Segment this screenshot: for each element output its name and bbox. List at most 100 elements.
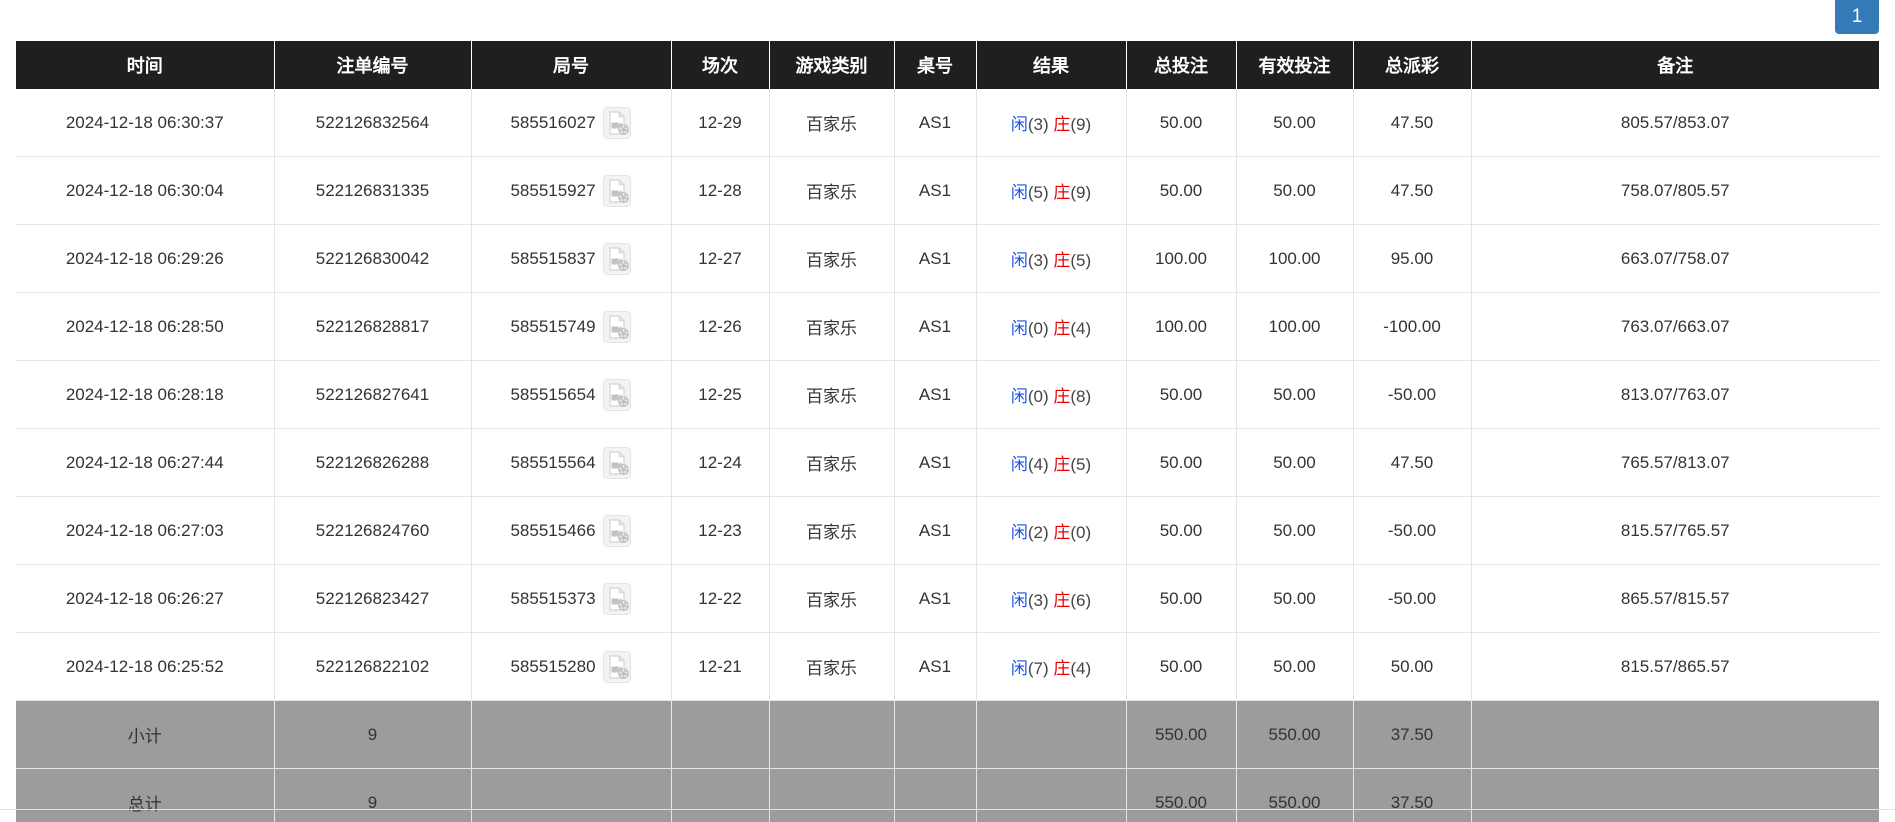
cell-total-bet: 50.00 [1126, 632, 1237, 701]
result-banker-label: 庄 [1053, 659, 1071, 678]
cell-game-type: 百家乐 [769, 496, 895, 565]
cell-game-type: 百家乐 [769, 156, 895, 225]
summary-count: 9 [274, 768, 472, 822]
video-replay-icon[interactable] [602, 310, 632, 344]
cell-valid-bet: 100.00 [1236, 224, 1354, 293]
cell-table-no: AS1 [894, 224, 977, 293]
video-replay-icon[interactable] [602, 514, 632, 548]
cell-remark: 758.07/805.57 [1471, 156, 1879, 225]
summary-result [976, 700, 1127, 769]
summary-total-payout: 37.50 [1353, 768, 1472, 822]
cell-remark: 805.57/853.07 [1471, 89, 1879, 157]
cell-bet-id: 522126831335 [274, 156, 472, 225]
summary-total-bet: 550.00 [1126, 768, 1237, 822]
result-banker-label: 庄 [1053, 251, 1071, 270]
cell-remark: 865.57/815.57 [1471, 564, 1879, 633]
column-header-game-type[interactable]: 游戏类别 [769, 41, 895, 89]
cell-total-payout: 47.50 [1353, 428, 1472, 497]
video-replay-icon[interactable] [602, 174, 632, 208]
cell-game-no: 585516027 [471, 89, 672, 157]
game-no-value: 585516027 [510, 112, 596, 132]
summary-valid-bet: 550.00 [1236, 768, 1354, 822]
cell-result: 闲(7) 庄(4) [976, 632, 1127, 701]
cell-bet-id: 522126824760 [274, 496, 472, 565]
table-row: 2024-12-18 06:30:37 522126832564 585516027… [16, 89, 1879, 157]
cell-result: 闲(0) 庄(8) [976, 360, 1127, 429]
column-header-result[interactable]: 结果 [976, 41, 1127, 89]
cell-total-bet: 50.00 [1126, 156, 1237, 225]
summary-count: 9 [274, 700, 472, 769]
game-no-value: 585515564 [510, 452, 596, 472]
cell-game-no: 585515654 [471, 360, 672, 429]
cell-time: 2024-12-18 06:30:04 [16, 156, 275, 225]
column-header-total-bet[interactable]: 总投注 [1126, 41, 1237, 89]
video-replay-icon[interactable] [602, 378, 632, 412]
game-no-value: 585515654 [510, 384, 596, 404]
result-player-points: (3) [1027, 115, 1054, 134]
result-player-points: (3) [1027, 251, 1054, 270]
game-no-value: 585515927 [510, 180, 596, 200]
summary-total-payout: 37.50 [1353, 700, 1472, 769]
video-replay-icon[interactable] [602, 106, 632, 140]
cell-remark: 663.07/758.07 [1471, 224, 1879, 293]
cell-total-bet: 100.00 [1126, 292, 1237, 361]
cell-bet-id: 522126828817 [274, 292, 472, 361]
cell-table-no: AS1 [894, 156, 977, 225]
summary-row: 总计 9 550.00 550.00 37.50 [16, 768, 1879, 822]
result-player-label: 闲 [1010, 591, 1028, 610]
column-header-remark[interactable]: 备注 [1471, 41, 1879, 89]
result-player-label: 闲 [1010, 115, 1028, 134]
video-replay-icon[interactable] [602, 242, 632, 276]
summary-remark [1471, 700, 1879, 769]
cell-total-bet: 50.00 [1126, 428, 1237, 497]
column-header-round[interactable]: 场次 [671, 41, 770, 89]
result-banker-label: 庄 [1053, 115, 1071, 134]
result-banker-points: (4) [1070, 659, 1092, 678]
table-header: 时间 注单编号 局号 场次 游戏类别 桌号 结果 总投注 有效投注 总派彩 备注 [16, 41, 1879, 89]
video-replay-icon[interactable] [602, 582, 632, 616]
cell-round: 12-21 [671, 632, 770, 701]
cell-total-bet: 50.00 [1126, 564, 1237, 633]
table-header-row: 时间 注单编号 局号 场次 游戏类别 桌号 结果 总投注 有效投注 总派彩 备注 [16, 41, 1879, 89]
game-no-value: 585515466 [510, 520, 596, 540]
cell-time: 2024-12-18 06:28:18 [16, 360, 275, 429]
summary-game-no [471, 768, 672, 822]
cell-game-no: 585515373 [471, 564, 672, 633]
cell-valid-bet: 50.00 [1236, 156, 1354, 225]
result-banker-label: 庄 [1053, 387, 1071, 406]
cell-time: 2024-12-18 06:29:26 [16, 224, 275, 293]
cell-game-no: 585515837 [471, 224, 672, 293]
column-header-bet-id[interactable]: 注单编号 [274, 41, 472, 89]
cell-total-payout: -50.00 [1353, 564, 1472, 633]
column-header-total-payout[interactable]: 总派彩 [1353, 41, 1472, 89]
result-player-label: 闲 [1010, 523, 1028, 542]
cell-round: 12-26 [671, 292, 770, 361]
cell-game-no: 585515564 [471, 428, 672, 497]
cell-table-no: AS1 [894, 428, 977, 497]
column-header-valid-bet[interactable]: 有效投注 [1236, 41, 1354, 89]
result-player-label: 闲 [1010, 251, 1028, 270]
column-header-time[interactable]: 时间 [16, 41, 275, 89]
video-replay-icon[interactable] [602, 650, 632, 684]
cell-result: 闲(2) 庄(0) [976, 496, 1127, 565]
column-header-table-no[interactable]: 桌号 [894, 41, 977, 89]
cell-result: 闲(3) 庄(9) [976, 89, 1127, 157]
cell-total-payout: 95.00 [1353, 224, 1472, 293]
summary-game-type [769, 700, 895, 769]
game-no-wrapper: 585515654 [478, 378, 665, 412]
result-banker-points: (5) [1070, 251, 1092, 270]
page-bottom-divider [0, 809, 1895, 810]
cell-total-bet: 50.00 [1126, 496, 1237, 565]
column-header-game-no[interactable]: 局号 [471, 41, 672, 89]
summary-game-type [769, 768, 895, 822]
pagination-page-1-button[interactable]: 1 [1835, 0, 1879, 34]
summary-result [976, 768, 1127, 822]
game-no-value: 585515280 [510, 656, 596, 676]
cell-table-no: AS1 [894, 632, 977, 701]
bet-history-table-container: 时间 注单编号 局号 场次 游戏类别 桌号 结果 总投注 有效投注 总派彩 备注… [16, 41, 1879, 822]
cell-round: 12-25 [671, 360, 770, 429]
video-replay-icon[interactable] [602, 446, 632, 480]
table-row: 2024-12-18 06:28:18 522126827641 585515654… [16, 360, 1879, 429]
summary-row: 小计 9 550.00 550.00 37.50 [16, 700, 1879, 769]
game-no-value: 585515837 [510, 248, 596, 268]
